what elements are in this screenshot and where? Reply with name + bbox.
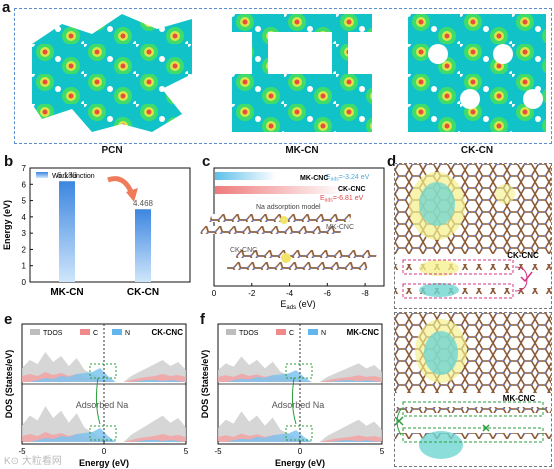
b-category-label: MK-CN	[50, 287, 83, 298]
b-legend-label: Work function	[52, 173, 95, 180]
b-tick-label: 1	[22, 262, 27, 271]
c-bar-ck-cnc	[215, 186, 344, 194]
ck-cn-density-map	[408, 14, 546, 132]
legend-swatch-c	[80, 329, 90, 335]
panel-label-d: d	[387, 153, 397, 170]
adsorbed-na-label: Adsorbed Na	[272, 400, 325, 410]
n-pdos-area	[22, 428, 186, 442]
dos-tick-label: -5	[214, 447, 222, 456]
b-tick-label: 4	[22, 213, 27, 222]
c-tick-label: -8	[362, 289, 370, 298]
caption-pcn: PCN	[101, 145, 123, 156]
legend-label-c: C	[93, 330, 98, 337]
ck-cnc-charge-density: CK-CNC	[395, 164, 551, 299]
mk-cnc-charge-density: MK-CNC	[395, 313, 551, 459]
panel-d-top-frame	[394, 163, 552, 309]
n-pdos-area	[22, 368, 186, 382]
highlight-box-top	[89, 363, 117, 379]
c-tick-label: -2	[248, 289, 256, 298]
b-bar-ck-cn	[135, 209, 151, 282]
legend-label-n: N	[125, 330, 130, 337]
dos-title: MK-CNC	[347, 328, 380, 337]
highlight-box-bottom	[285, 425, 313, 441]
ck-energy: Eads=-6.81 eV	[320, 195, 364, 204]
legend-label-n: N	[321, 330, 326, 337]
legend-label-tdos: TDOS	[239, 330, 259, 337]
model-mk-label: MK-CNC	[326, 224, 354, 231]
b-ylabel: Energy (eV)	[2, 200, 12, 250]
dos-tick-label: 0	[102, 447, 107, 456]
mk-energy: Eads=-3.24 eV	[326, 174, 370, 183]
dos-tick-label: -5	[18, 447, 26, 456]
caption-mk-cn: MK-CN	[285, 145, 319, 156]
watermark: K⊙ 大粒看网	[4, 456, 62, 467]
caption-ck-cn: CK-CN	[460, 145, 494, 156]
legend-label-c: C	[289, 330, 294, 337]
ck-bar-label: CK-CNC	[338, 186, 366, 193]
b-tick-label: 2	[22, 245, 27, 254]
b-tick-label: 6	[22, 180, 27, 189]
model-ck-label: CK-CNC	[230, 247, 257, 254]
b-category-label: CK-CN	[127, 287, 159, 298]
model-title: Na adsorption model	[256, 204, 321, 211]
c-bar-mk-cnc	[215, 172, 277, 180]
c-tick-label: -6	[324, 289, 332, 298]
adsorbed-na-label: Adsorbed Na	[76, 400, 129, 410]
dos-title: CK-CNC	[151, 328, 183, 337]
b-tick-label: 7	[22, 164, 27, 173]
legend-swatch-tdos	[30, 329, 40, 335]
b-tick-label: 3	[22, 229, 27, 238]
d-mk-label: MK-CNC	[503, 394, 536, 403]
panel-label-f: f	[200, 311, 205, 328]
tdos-area	[22, 406, 186, 442]
panel-label-b: b	[4, 153, 14, 170]
dos-ylabel: DOS (States/eV)	[4, 350, 14, 419]
panel-d-bottom-frame	[394, 312, 552, 467]
dos-ylabel: DOS (States/eV)	[200, 350, 210, 419]
dos-tick-label: 5	[380, 447, 385, 456]
na-model-mk	[200, 214, 352, 234]
b-arrow-head	[126, 188, 138, 202]
mk-bar-label: MK-CNC	[300, 175, 328, 182]
dos-ck-cnc: Adsorbed Na TDOS C N CK-CNC -5 0 5 Energy (eV) DO…	[4, 323, 189, 468]
legend-label-tdos: TDOS	[43, 330, 63, 337]
d-ck-label: CK-CNC	[507, 251, 539, 260]
work-function-chart: 0 1 2 3 4 5 6 7 6.188 MK-CN 4.468 CK-CN Work functio…	[2, 164, 191, 298]
b-tick-label: 0	[22, 278, 27, 287]
legend-swatch-n	[112, 329, 122, 335]
panel-label-c: c	[202, 153, 211, 170]
na-model-ck	[226, 250, 378, 270]
b-axes	[29, 167, 191, 283]
c-xlabel: Eads (eV)	[280, 299, 315, 310]
highlight-arrow	[291, 377, 297, 425]
c-tick-label: -4	[286, 289, 294, 298]
pcn-density-map	[32, 14, 192, 132]
highlight-box-bottom	[89, 425, 117, 441]
highlight-arrow	[95, 377, 101, 425]
highlight-box-top	[285, 363, 313, 379]
legend-swatch-n	[308, 329, 318, 335]
tdos-area	[218, 411, 382, 442]
b-tick-label: 5	[22, 197, 27, 206]
b-bar-value: 6.188	[57, 171, 78, 180]
dos-tick-label: 0	[298, 447, 303, 456]
c-tick-label: 0	[212, 289, 217, 298]
adsorption-energy-chart: 0 -2 -4 -6 -8 Na adsorption model MK-CNC CK-…	[200, 167, 385, 310]
panel-label-e: e	[4, 311, 13, 328]
panel-label-a: a	[2, 0, 11, 16]
dos-xlabel: Energy (eV)	[275, 458, 325, 468]
dos-tick-label: 5	[184, 447, 189, 456]
dos-xlabel: Energy (eV)	[79, 458, 129, 468]
legend-swatch-tdos	[226, 329, 236, 335]
b-bar-mk-cn	[59, 181, 75, 282]
b-bar-value: 4.468	[133, 199, 154, 208]
mk-cn-density-map	[232, 14, 372, 132]
legend-swatch-c	[276, 329, 286, 335]
panel-a-frame	[14, 8, 552, 144]
dos-mk-cnc: Adsorbed Na TDOS C N MK-CNC -5 0 5 Energy (eV) DO…	[200, 323, 385, 468]
b-legend-swatch	[36, 172, 48, 178]
